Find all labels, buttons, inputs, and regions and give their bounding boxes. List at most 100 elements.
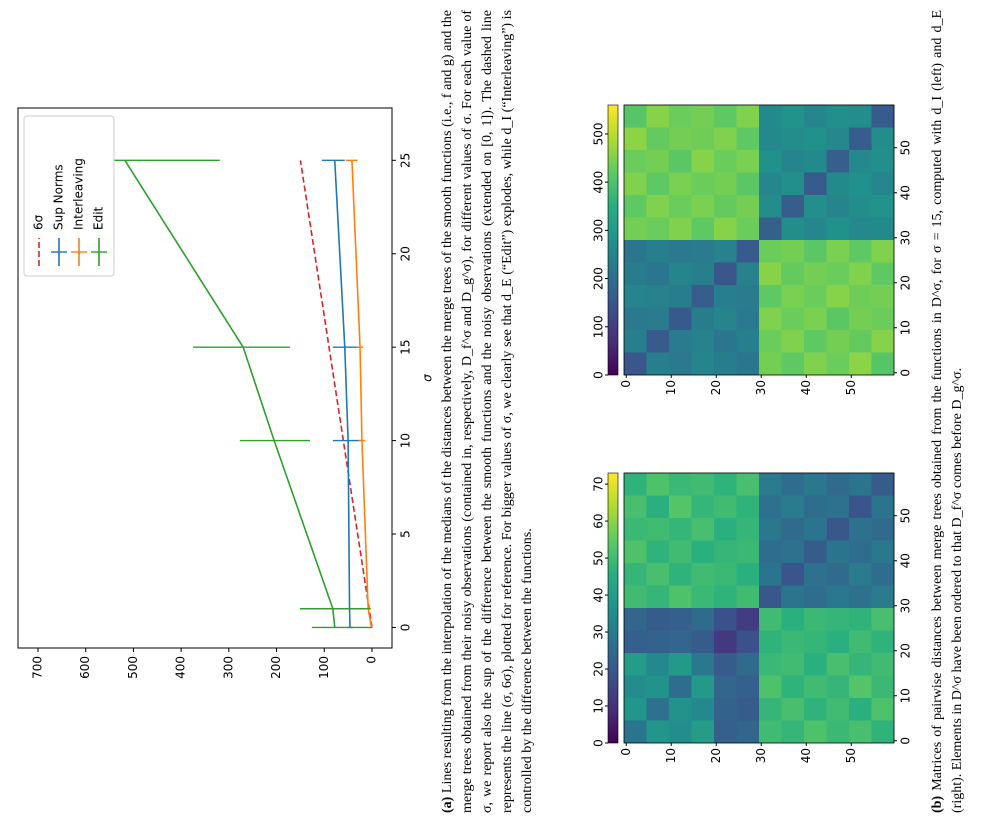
heatmap-cell [804, 284, 827, 308]
heatmap-cell [624, 217, 647, 240]
heatmap-cell [691, 697, 715, 721]
heatmap-cell [624, 517, 647, 541]
heatmap-cell [826, 149, 850, 173]
heatmap-cell [669, 585, 692, 608]
heatmap-cell [624, 329, 647, 353]
heatmap-cell [691, 562, 715, 586]
heatmap-cell [759, 495, 782, 518]
heatmap-cell [871, 194, 895, 218]
colorbar-tick-label: 0 [592, 371, 606, 379]
x-tick-label: 0 [899, 737, 913, 745]
heatmap-cell [669, 262, 692, 285]
heatmap-cell [781, 697, 805, 721]
heatmap-cell [714, 217, 737, 240]
x-tick-label: 0 [399, 624, 413, 632]
heatmap-cell [871, 675, 895, 698]
heatmap-cell [736, 472, 760, 496]
heatmap-cell [714, 127, 737, 150]
heatmap-cell [646, 104, 670, 128]
heatmap-cell [849, 697, 872, 721]
heatmap-cell [646, 585, 670, 608]
heatmap-cell [871, 172, 895, 195]
heatmap-cell [736, 239, 760, 263]
heatmap-cell [691, 540, 715, 563]
heatmap-cell [759, 697, 782, 721]
heatmap-cell [849, 307, 872, 330]
legend-label: Interleaving [72, 158, 86, 230]
heatmap-cell [624, 585, 647, 608]
heatmap-cell [759, 127, 782, 150]
y-tick-label: 50 [844, 380, 858, 395]
heatmap-cell [669, 607, 692, 631]
heatmap-cell [691, 720, 715, 743]
colorbar-tick-label: 10 [592, 698, 606, 713]
heatmap-cell [759, 172, 782, 195]
heatmap-cell [826, 630, 850, 653]
heatmap-cell [714, 262, 737, 285]
y-tick-label: 10 [664, 380, 678, 395]
heatmap-cell [714, 104, 737, 128]
heatmap-cell [691, 472, 715, 496]
heatmap-cell [759, 284, 782, 308]
heatmap-cell [691, 262, 715, 285]
colorbar-tick-label: 70 [592, 476, 606, 491]
heatmap-cell [781, 127, 805, 150]
heatmap-cell [691, 329, 715, 353]
heatmap-cell [646, 652, 670, 676]
heatmap-cell [849, 675, 872, 698]
plot-frame [17, 107, 393, 649]
heatmap-cell [871, 352, 895, 375]
heatmap-cell [849, 472, 872, 496]
heatmap-cell [669, 284, 692, 308]
heatmap-cell [736, 172, 760, 195]
heatmap-cell [691, 149, 715, 173]
heatmap-cell [736, 607, 760, 631]
heatmap-cell [759, 675, 782, 698]
heatmap-cell [646, 284, 670, 308]
legend-box [23, 115, 115, 277]
heatmap-cell [646, 630, 670, 653]
heatmap-cell [669, 652, 692, 676]
heatmap-cell [691, 239, 715, 263]
heatmap-cell [669, 675, 692, 698]
heatmap-cell [849, 607, 872, 631]
heatmap-cell [624, 172, 647, 195]
heatmap-cell [624, 495, 647, 518]
heatmap-cell [804, 630, 827, 653]
heatmap-cell [714, 239, 737, 263]
heatmap-cell [804, 652, 827, 676]
heatmap-cell [781, 217, 805, 240]
y-tick-label: 20 [709, 748, 723, 763]
heatmap-cell [871, 697, 895, 721]
heatmap-cell [849, 284, 872, 308]
heatmap-cell [826, 262, 850, 285]
heatmap-cell [736, 127, 760, 150]
heatmap-cell [826, 127, 850, 150]
heatmap-cell [826, 472, 850, 496]
x-tick-label: 50 [899, 508, 913, 523]
x-tick-label: 20 [399, 246, 413, 261]
heatmap-cell [736, 585, 760, 608]
heatmap-cell [759, 540, 782, 563]
x-tick-label: 25 [399, 153, 413, 168]
heatmap-cell [646, 562, 670, 586]
heatmap-cell [714, 172, 737, 195]
heatmap-cell [736, 329, 760, 353]
heatmap-cell [669, 517, 692, 541]
heatmap-cell [804, 495, 827, 518]
heatmap-cell [826, 585, 850, 608]
heatmap-cell [669, 630, 692, 653]
heatmap-cell [826, 652, 850, 676]
heatmap-cell [849, 217, 872, 240]
heatmap-cell [804, 697, 827, 721]
caption-a: (a) Lines resulting from the interpolati… [438, 10, 538, 813]
x-tick-label: 40 [899, 185, 913, 200]
heatmap-cell [669, 104, 692, 128]
heatmap-cell [714, 607, 737, 631]
x-tick-label: 20 [899, 643, 913, 658]
heatmap-cell [646, 172, 670, 195]
heatmap-cell [826, 104, 850, 128]
x-axis-label: σ [421, 374, 435, 382]
colorbar-tick-label: 100 [592, 315, 606, 338]
x-tick-label: 30 [899, 230, 913, 245]
